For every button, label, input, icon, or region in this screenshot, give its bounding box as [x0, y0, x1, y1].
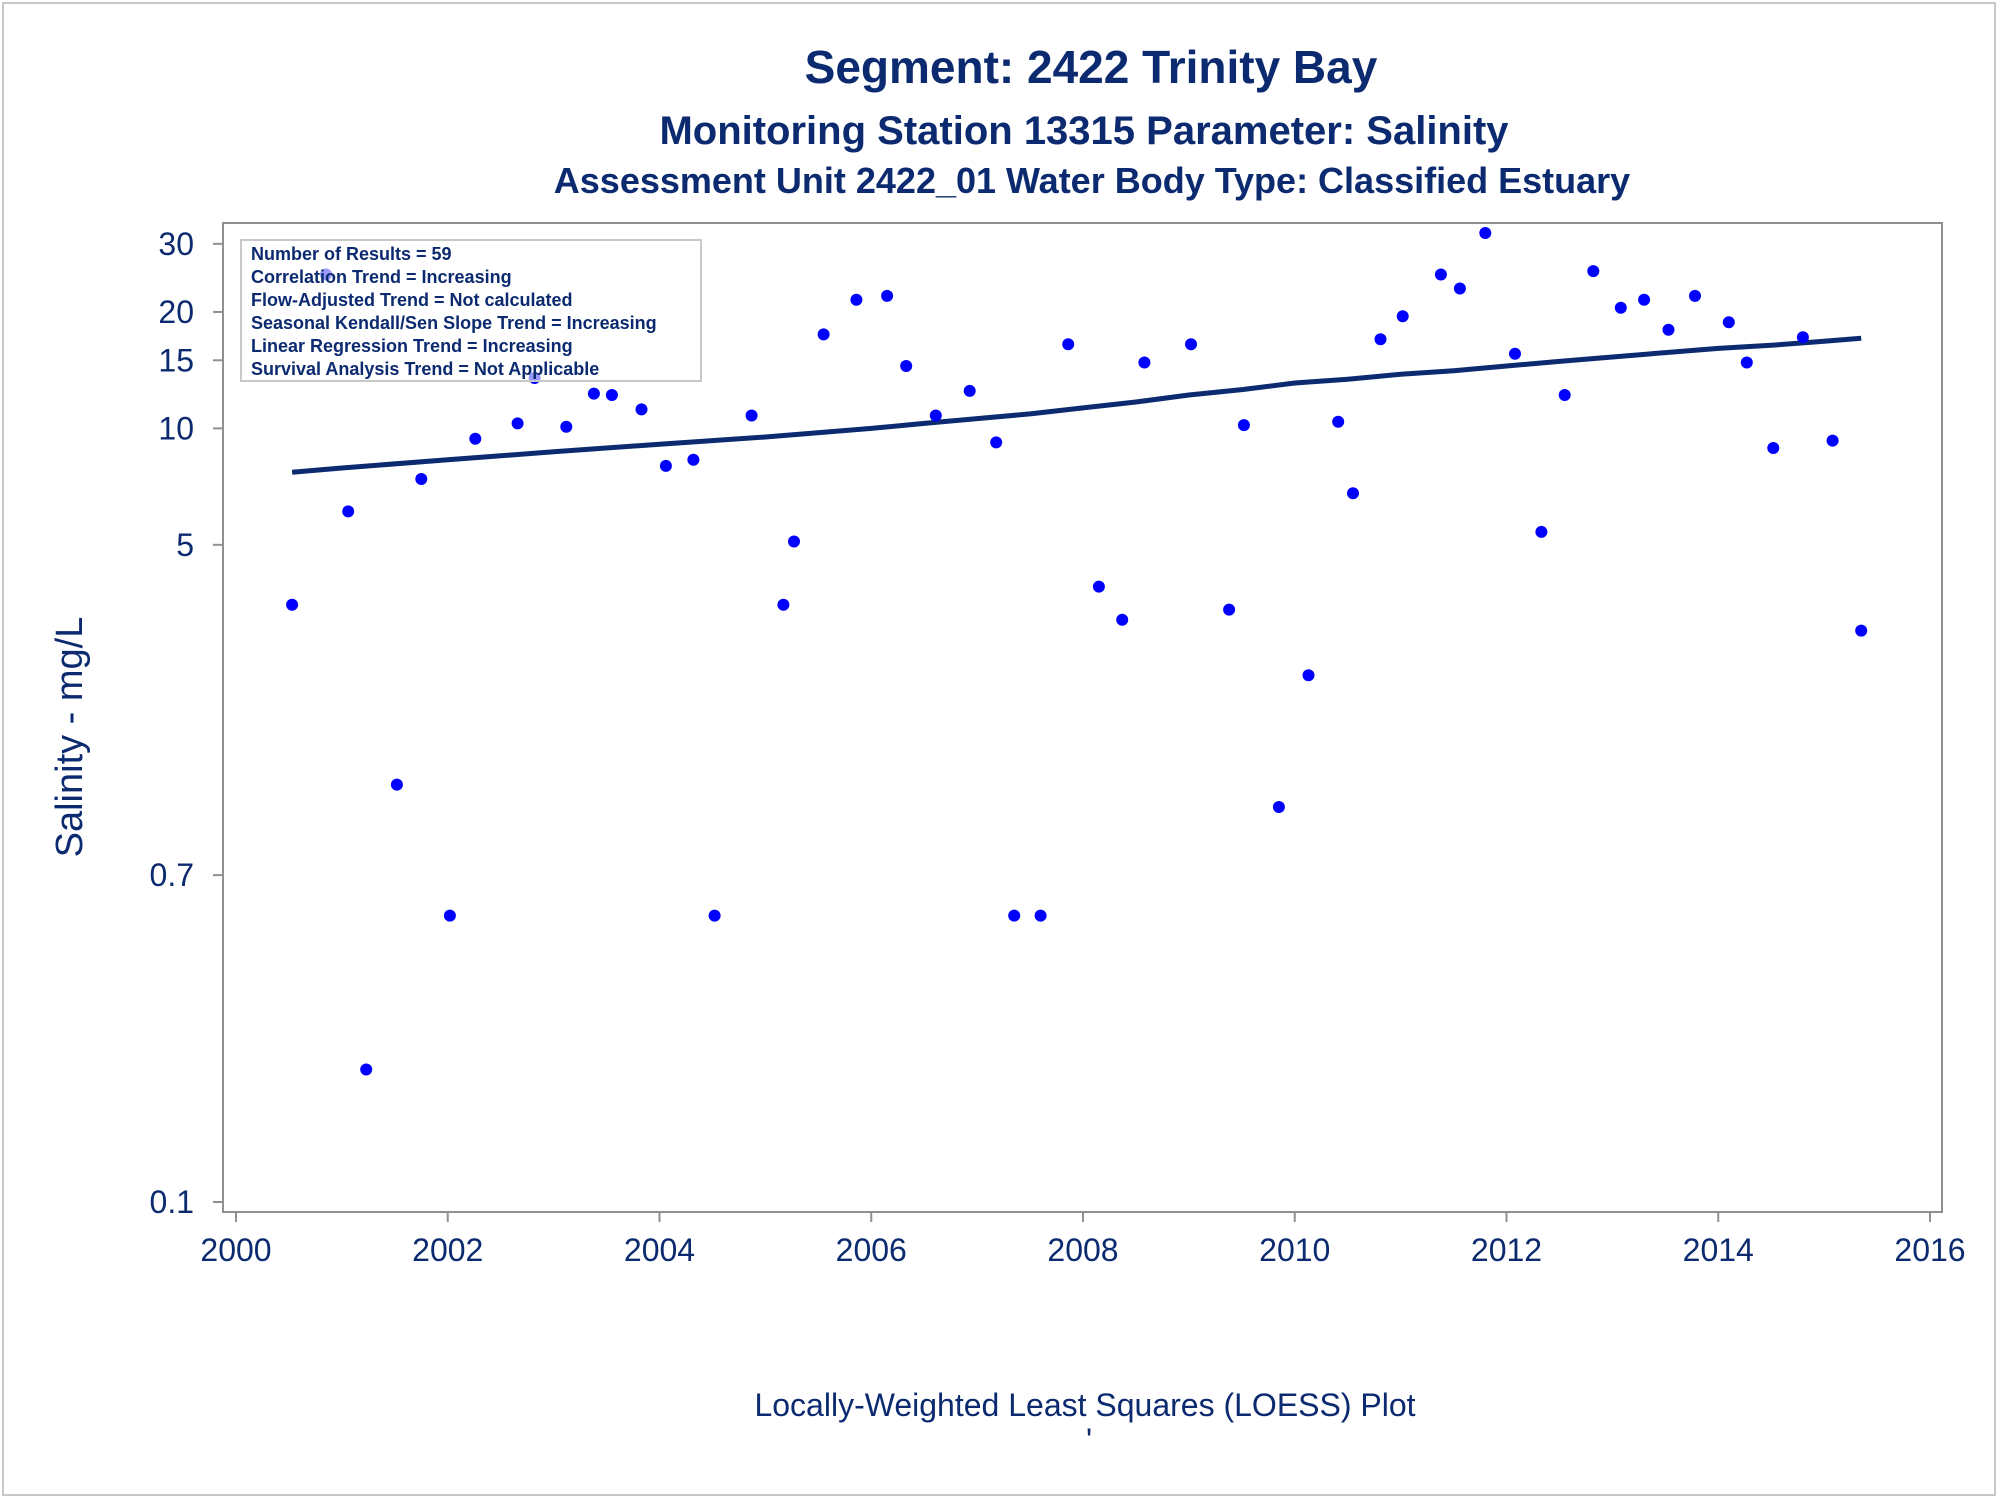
data-point [788, 535, 800, 548]
chart-title: Segment: 2422 Trinity Bay [805, 41, 1378, 93]
data-point [817, 328, 830, 341]
data-point [1434, 268, 1447, 281]
data-point [1722, 316, 1735, 329]
data-point [929, 409, 942, 422]
data-point [1062, 338, 1075, 351]
y-tick-label: 20 [158, 294, 194, 330]
data-point [1237, 419, 1250, 432]
data-point [587, 387, 600, 400]
data-point [708, 909, 721, 922]
data-point [443, 909, 456, 922]
data-point [360, 1063, 373, 1076]
legend-line-correlation: Correlation Trend = Increasing [251, 267, 512, 287]
data-point [900, 360, 913, 372]
y-tick-label: 30 [158, 226, 194, 262]
data-point [1034, 909, 1047, 922]
y-tick-label: 0.7 [150, 857, 194, 893]
trend-line [291, 335, 1862, 475]
x-tick-label: 2002 [412, 1232, 483, 1268]
data-point [1662, 323, 1675, 336]
data-point [1740, 356, 1753, 369]
footer-caption: Locally-Weighted Least Squares (LOESS) P… [754, 1387, 1415, 1423]
data-point [1347, 487, 1359, 500]
data-point [1826, 434, 1839, 447]
stats-legend-box [240, 239, 702, 382]
data-point [1185, 338, 1197, 351]
y-tick-label: 15 [158, 342, 194, 378]
data-point [469, 432, 482, 445]
data-point [1332, 415, 1345, 428]
data-point [1302, 669, 1315, 682]
data-point [1223, 603, 1236, 616]
data-point [286, 598, 299, 611]
y-tick-label: 0.1 [150, 1184, 194, 1220]
legend-line-survival-analysis: Survival Analysis Trend = Not Applicable [251, 359, 599, 379]
x-axis: 2000 2002 2004 2006 2008 2010 2012 2014 2016 [200, 1212, 1966, 1268]
data-point [1479, 227, 1492, 239]
data-point [1272, 801, 1285, 813]
legend-line-results: Number of Results = 59 [251, 244, 452, 264]
footer-mark: ' [1086, 1422, 1092, 1458]
x-tick-label: 2008 [1047, 1232, 1118, 1268]
data-point [1614, 301, 1627, 314]
data-point [990, 436, 1003, 449]
legend-line-flow-adjusted: Flow-Adjusted Trend = Not calculated [251, 290, 573, 310]
x-tick-label: 2000 [200, 1232, 271, 1268]
data-point [687, 453, 700, 466]
x-tick-label: 2016 [1894, 1232, 1965, 1268]
data-point [1587, 265, 1600, 278]
data-point [560, 420, 573, 433]
data-point [1767, 442, 1780, 454]
y-axis: 0.1 0.7 5 10 15 20 30 [150, 226, 223, 1220]
data-point [1509, 347, 1521, 360]
data-point [1116, 613, 1129, 626]
x-tick-label: 2014 [1683, 1232, 1754, 1268]
x-tick-label: 2010 [1259, 1232, 1330, 1268]
data-point [1374, 333, 1387, 346]
legend-line-seasonal-kendall: Seasonal Kendall/Sen Slope Trend = Incre… [251, 313, 657, 333]
data-point [1855, 624, 1868, 637]
data-point [605, 389, 618, 401]
data-point [1558, 389, 1571, 401]
data-point [1138, 356, 1151, 369]
y-tick-label: 5 [176, 527, 194, 563]
data-point [1396, 310, 1409, 323]
chart-canvas: Segment: 2422 Trinity Bay Monitoring Sta… [49, 41, 1966, 1458]
trend-layer [291, 335, 1862, 475]
data-point [1638, 293, 1651, 306]
data-point [1796, 331, 1809, 344]
data-point [659, 459, 672, 472]
chart-subtitle-station: Monitoring Station 13315 Parameter: Sali… [659, 109, 1509, 153]
data-point [342, 505, 355, 518]
data-point [1092, 580, 1105, 593]
stats-legend: Number of Results = 59 Correlation Trend… [240, 239, 702, 382]
data-point [850, 293, 863, 306]
data-point [511, 417, 524, 430]
x-tick-label: 2012 [1471, 1232, 1542, 1268]
legend-line-linear-regression: Linear Regression Trend = Increasing [251, 336, 573, 356]
y-tick-label: 10 [158, 410, 194, 446]
points-layer [286, 227, 1868, 1076]
y-axis-label: Salinity - mg/L [49, 617, 91, 858]
data-point [777, 598, 790, 611]
data-point [1689, 289, 1701, 302]
data-point [635, 403, 648, 416]
data-point [963, 384, 976, 397]
data-point [415, 473, 428, 485]
data-point [1453, 282, 1466, 295]
x-tick-label: 2006 [836, 1232, 907, 1268]
data-point [1535, 525, 1548, 538]
chart-subtitle-assessment: Assessment Unit 2422_01 Water Body Type:… [554, 160, 1630, 201]
data-point [881, 289, 894, 302]
data-point [745, 409, 758, 422]
data-point [390, 778, 403, 791]
x-tick-label: 2004 [624, 1232, 695, 1268]
data-point [1008, 909, 1021, 922]
